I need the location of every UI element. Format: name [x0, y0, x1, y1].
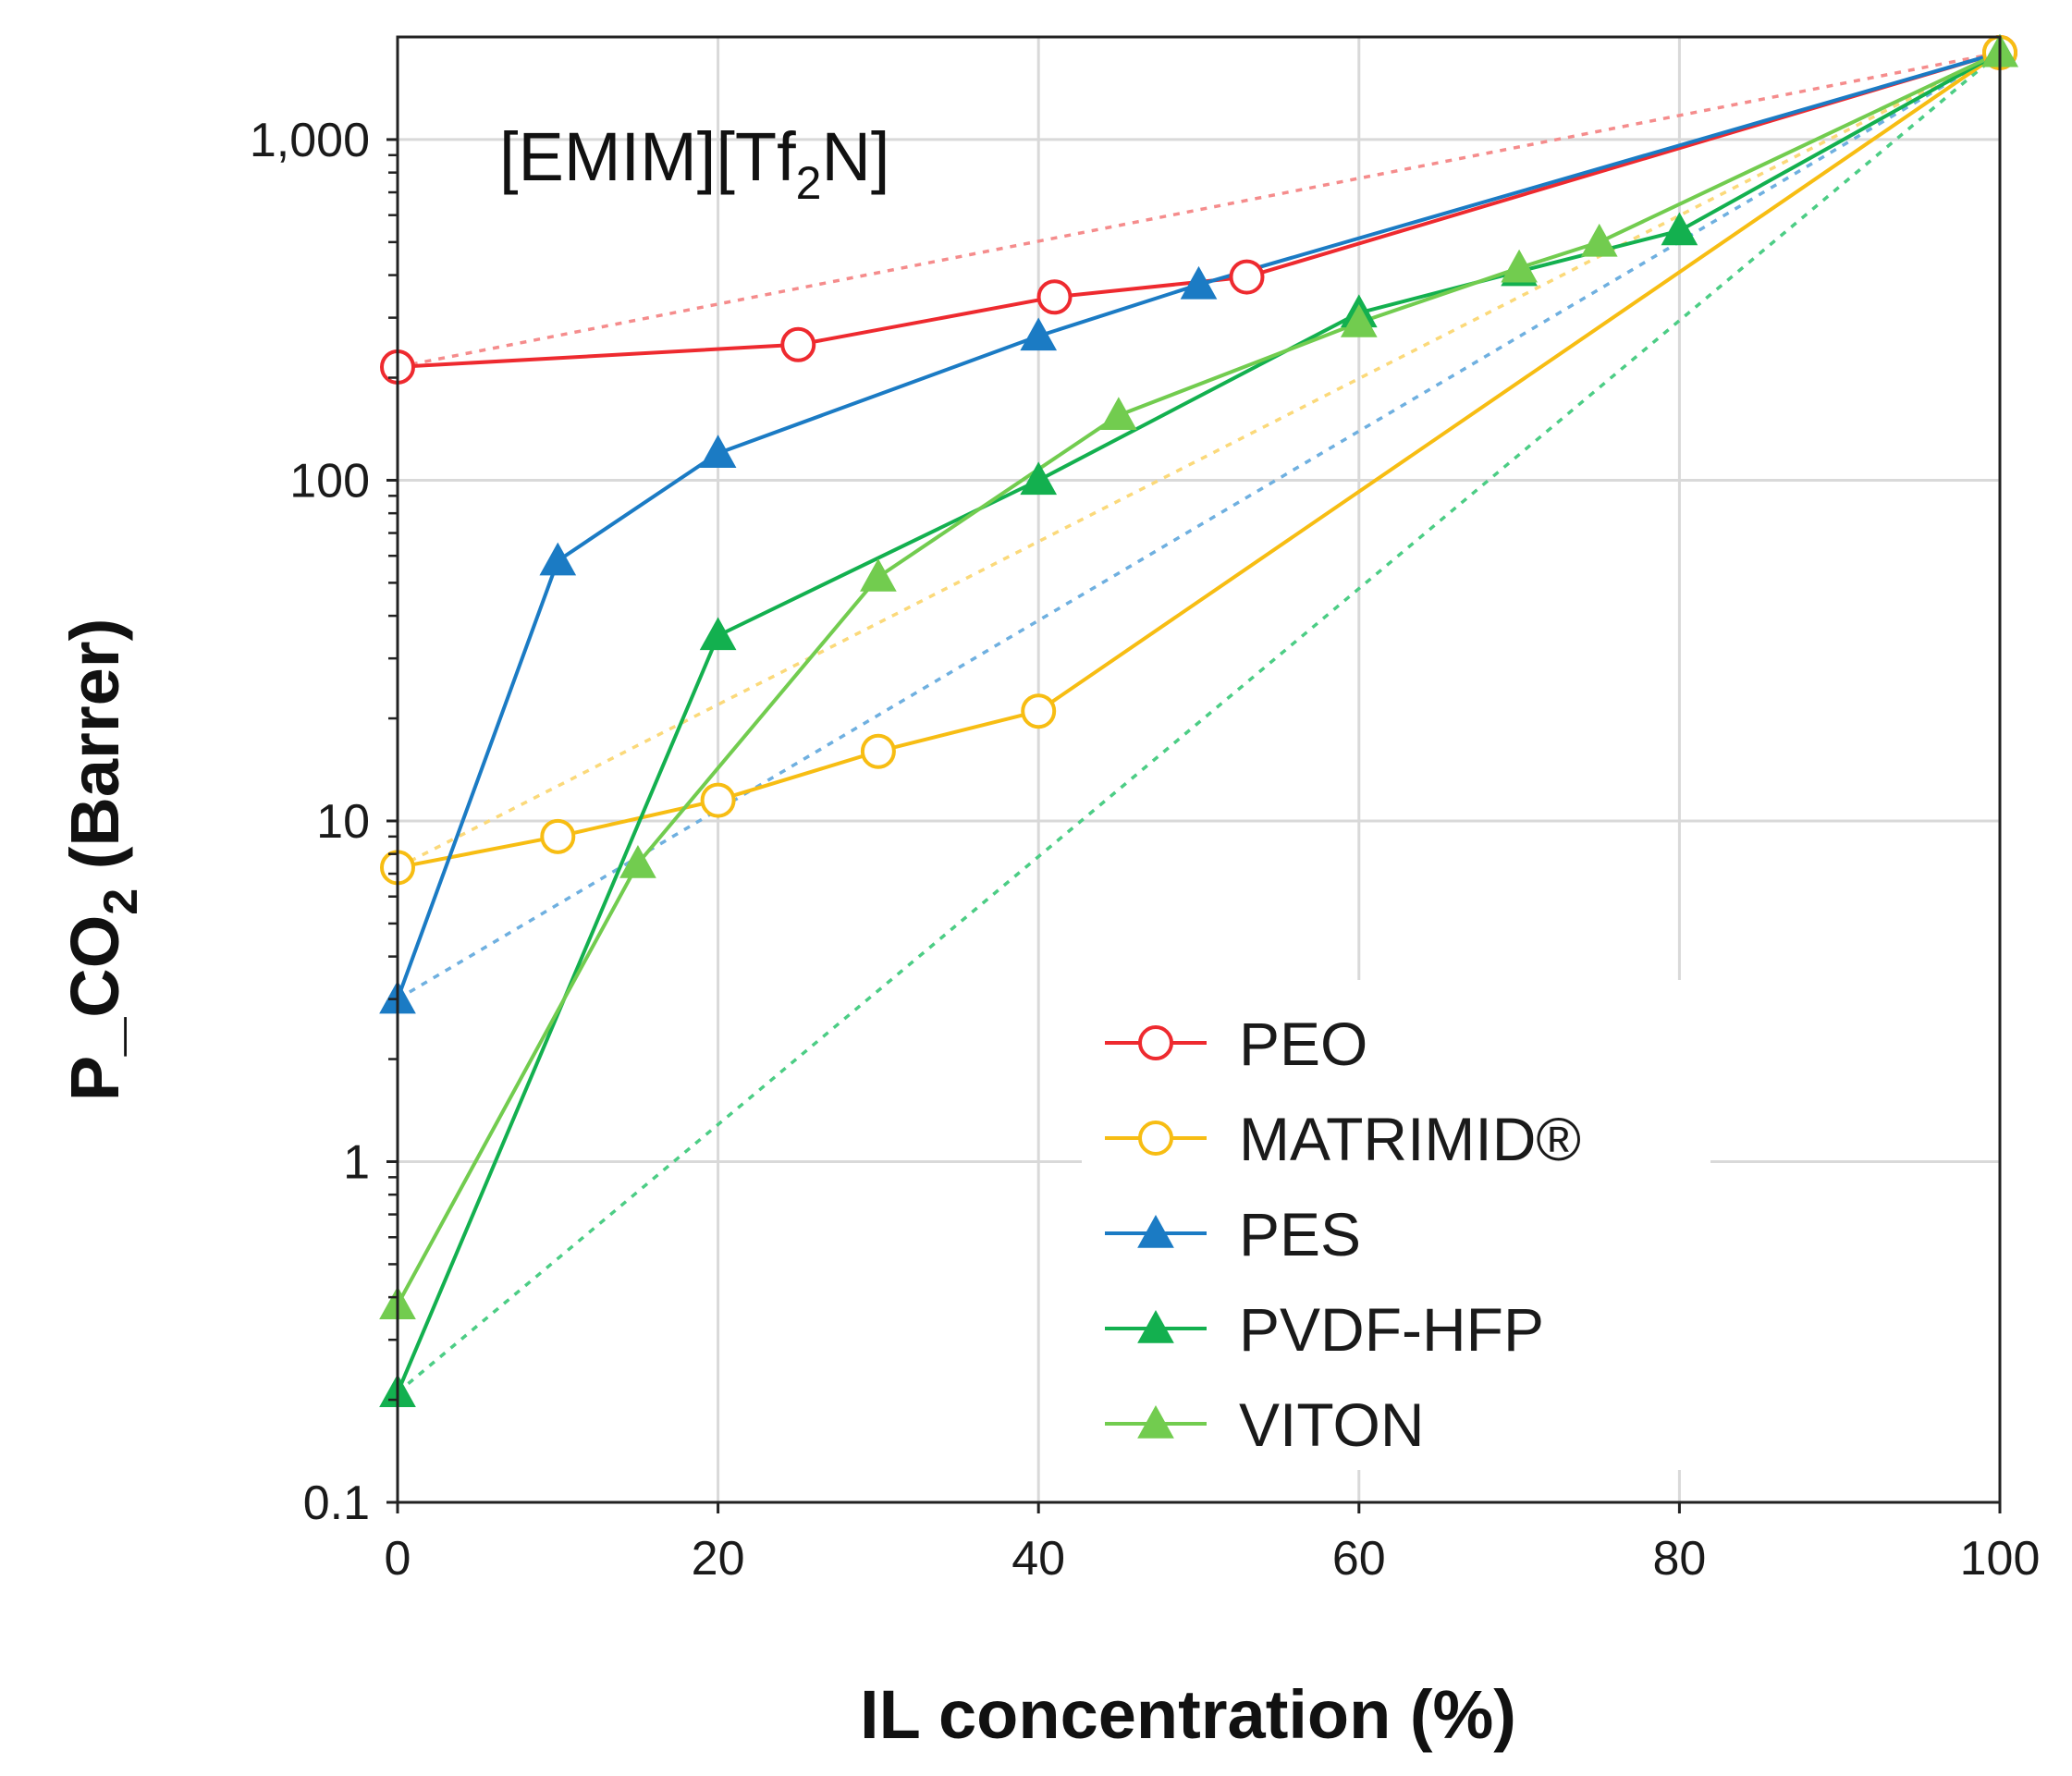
chart-annotation: [EMIM][Tf2N] — [499, 118, 889, 209]
point-pvdf-hfp-5 — [1661, 212, 1698, 246]
legend-marker-pes — [1137, 1214, 1174, 1248]
series-line-matrimid — [397, 51, 2002, 870]
y-tick-label-3: 100 — [289, 454, 370, 508]
x-tick-label-3: 60 — [1332, 1532, 1386, 1586]
y-tick-label-0: 0.1 — [303, 1476, 370, 1530]
point-pes-1 — [539, 542, 577, 576]
legend-label-peo: PEO — [1239, 1010, 1367, 1078]
x-tick-label-4: 80 — [1652, 1532, 1706, 1586]
legend: PEO MATRIMID® PES PVDF-HFP VITON — [1082, 980, 1710, 1470]
point-viton-5 — [1501, 249, 1538, 283]
legend-marker-viton — [1137, 1404, 1174, 1439]
reference-line-pes — [397, 51, 2001, 1001]
legend-marker-matrimid — [1138, 1121, 1173, 1156]
x-axis-title: IL concentration (%) — [860, 1676, 1516, 1753]
x-axis-ticks: 0 20 40 60 80 100 — [385, 1502, 2041, 1586]
point-viton-2 — [860, 558, 897, 592]
series-line-pes — [396, 50, 2001, 1000]
y-axis-title-subscript: 2 — [94, 888, 148, 915]
annotation-subscript: 2 — [796, 157, 822, 209]
legend-background — [1082, 980, 1710, 1470]
y-axis-ticks: 0.1 1 10 100 1,000 — [250, 114, 398, 1530]
point-matrimid-4 — [1021, 693, 1057, 729]
point-peo-3 — [1229, 259, 1265, 295]
point-pes-4 — [1180, 265, 1218, 300]
legend-label-pes: PES — [1239, 1200, 1361, 1268]
y-tick-label-1: 1 — [343, 1135, 370, 1189]
point-peo-2 — [1036, 279, 1073, 315]
legend-label-viton: VITON — [1239, 1390, 1424, 1459]
point-matrimid-2 — [700, 782, 736, 818]
point-pvdf-hfp-1 — [699, 617, 737, 651]
x-tick-label-1: 20 — [692, 1532, 745, 1586]
reference-line-peo — [397, 51, 2001, 369]
annotation-tail: N] — [821, 118, 889, 195]
y-axis-title: P_CO2 (Barrer) — [56, 619, 148, 1101]
legend-marker-peo — [1138, 1025, 1173, 1060]
point-pvdf-hfp-2 — [1020, 461, 1058, 496]
reference-lines — [396, 51, 2002, 1394]
point-viton-6 — [1580, 223, 1618, 257]
y-axis-title-main: P_CO — [56, 915, 133, 1102]
legend-label-pvdf-hfp: PVDF-HFP — [1239, 1295, 1544, 1364]
y-tick-label-4: 1,000 — [250, 114, 370, 167]
x-tick-label-2: 40 — [1011, 1532, 1065, 1586]
plot-frame — [396, 35, 2002, 1504]
y-axis-title-tail: (Barrer) — [56, 619, 133, 888]
point-peo-1 — [780, 326, 816, 362]
series-line-viton — [396, 51, 2001, 1306]
point-viton-1 — [619, 844, 656, 878]
x-tick-label-0: 0 — [385, 1532, 411, 1586]
legend-marker-pvdf-hfp — [1137, 1309, 1174, 1343]
reference-line-matrimid — [397, 51, 2001, 869]
point-pes-3 — [1020, 317, 1058, 351]
reference-line-pvdf-hfp — [396, 51, 2002, 1394]
x-tick-label-5: 100 — [1960, 1532, 2041, 1586]
y-tick-label-2: 10 — [316, 795, 370, 849]
legend-label-matrimid: MATRIMID® — [1239, 1105, 1581, 1173]
point-matrimid-3 — [860, 733, 896, 769]
point-matrimid-1 — [540, 818, 576, 854]
annotation-main: [EMIM][Tf — [499, 118, 796, 195]
point-viton-4 — [1340, 304, 1378, 337]
point-pes-2 — [699, 435, 737, 468]
point-viton-3 — [1100, 397, 1137, 431]
